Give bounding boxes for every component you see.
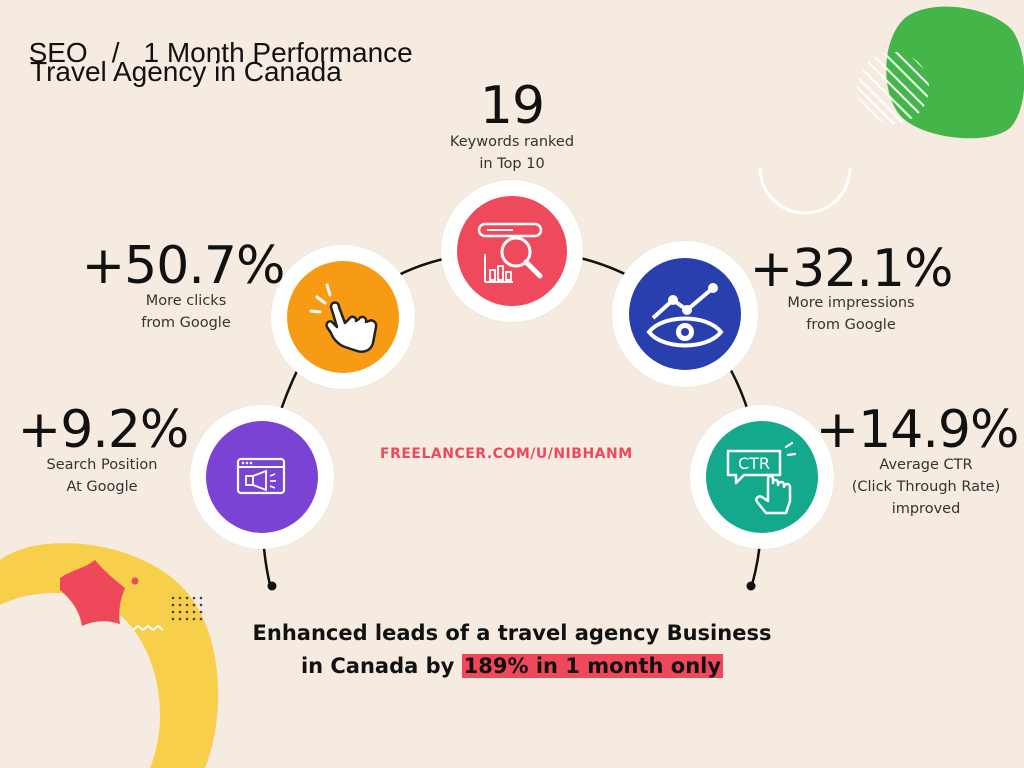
ctr-badge: CTR: [690, 405, 834, 549]
title-slash: /: [111, 37, 120, 68]
clicks-badge: [271, 245, 415, 389]
position-label-line1: Search Position: [46, 457, 158, 473]
clicks-value: +50.7%: [81, 236, 286, 296]
eye-growth-icon: [646, 283, 724, 348]
impressions-label-line2: from Google: [806, 317, 896, 333]
search-analytics-icon: [477, 222, 543, 283]
title-seo: SEO: [28, 37, 88, 68]
clicks-label-line1: More clicks: [145, 293, 227, 309]
half-ring-shape: [758, 167, 852, 215]
footer-line2-prefix: in Canada by: [300, 654, 462, 678]
impressions-label: More impressions from Google: [751, 292, 951, 336]
footer-summary: Enhanced leads of a travel agency Busine…: [212, 617, 812, 683]
position-label-line2: At Google: [66, 479, 138, 495]
arc-end-dot-right: [746, 581, 756, 591]
ctr-label-line2: (Click Through Rate): [851, 479, 1001, 495]
pointer-click-icon: [309, 283, 378, 353]
position-badge: [190, 405, 334, 549]
clicks-badge-fill: [287, 261, 399, 373]
clicks-label-line2: from Google: [141, 315, 231, 331]
zigzag-shape: [132, 624, 164, 632]
footer-highlight: 189% in 1 month only: [461, 654, 724, 678]
red-blob-shape: [60, 560, 125, 626]
keywords-label: Keywords ranked in Top 10: [412, 131, 612, 175]
position-value: +9.2%: [17, 400, 190, 460]
page-title: SEO / 1 Month Performance: [13, 5, 413, 69]
impressions-badge: [612, 241, 758, 387]
position-label: Search Position At Google: [2, 454, 202, 498]
ctr-label-line1: Average CTR: [879, 457, 973, 473]
keywords-badge: [441, 180, 583, 322]
keywords-label-line1: Keywords ranked: [449, 134, 575, 150]
yellow-swoosh-shape: [0, 543, 219, 768]
ctr-label-line3: improved: [891, 501, 961, 517]
keywords-value: 19: [479, 76, 545, 136]
footer-line1: Enhanced leads of a travel agency Busine…: [252, 621, 772, 645]
title-period: 1 Month Performance: [143, 37, 413, 68]
position-badge-fill: [206, 421, 318, 533]
keywords-label-line2: in Top 10: [479, 156, 545, 172]
ctr-click-icon: CTR: [726, 441, 797, 515]
watermark-link[interactable]: FREELANCER.COM/U/NIBHANM: [380, 446, 633, 462]
footer-line2: in Canada by 189% in 1 month only: [212, 650, 812, 683]
clicks-label: More clicks from Google: [86, 290, 286, 334]
impressions-label-line1: More impressions: [787, 295, 915, 311]
ctr-icon-text: CTR: [738, 454, 770, 473]
impressions-badge-fill: [629, 258, 741, 370]
page-subtitle: Travel Agency in Canada: [30, 56, 342, 87]
browser-megaphone-icon: [236, 457, 286, 495]
ctr-label: Average CTR (Click Through Rate) improve…: [826, 454, 1024, 520]
green-blob-shape: [886, 6, 1024, 139]
dot-grid-shape: [171, 596, 203, 621]
arc-end-dot-left: [267, 581, 277, 591]
ctr-badge-fill: CTR: [706, 421, 818, 533]
impressions-value: +32.1%: [749, 239, 954, 299]
ctr-value: +14.9%: [815, 400, 1020, 460]
keywords-badge-fill: [457, 196, 567, 306]
